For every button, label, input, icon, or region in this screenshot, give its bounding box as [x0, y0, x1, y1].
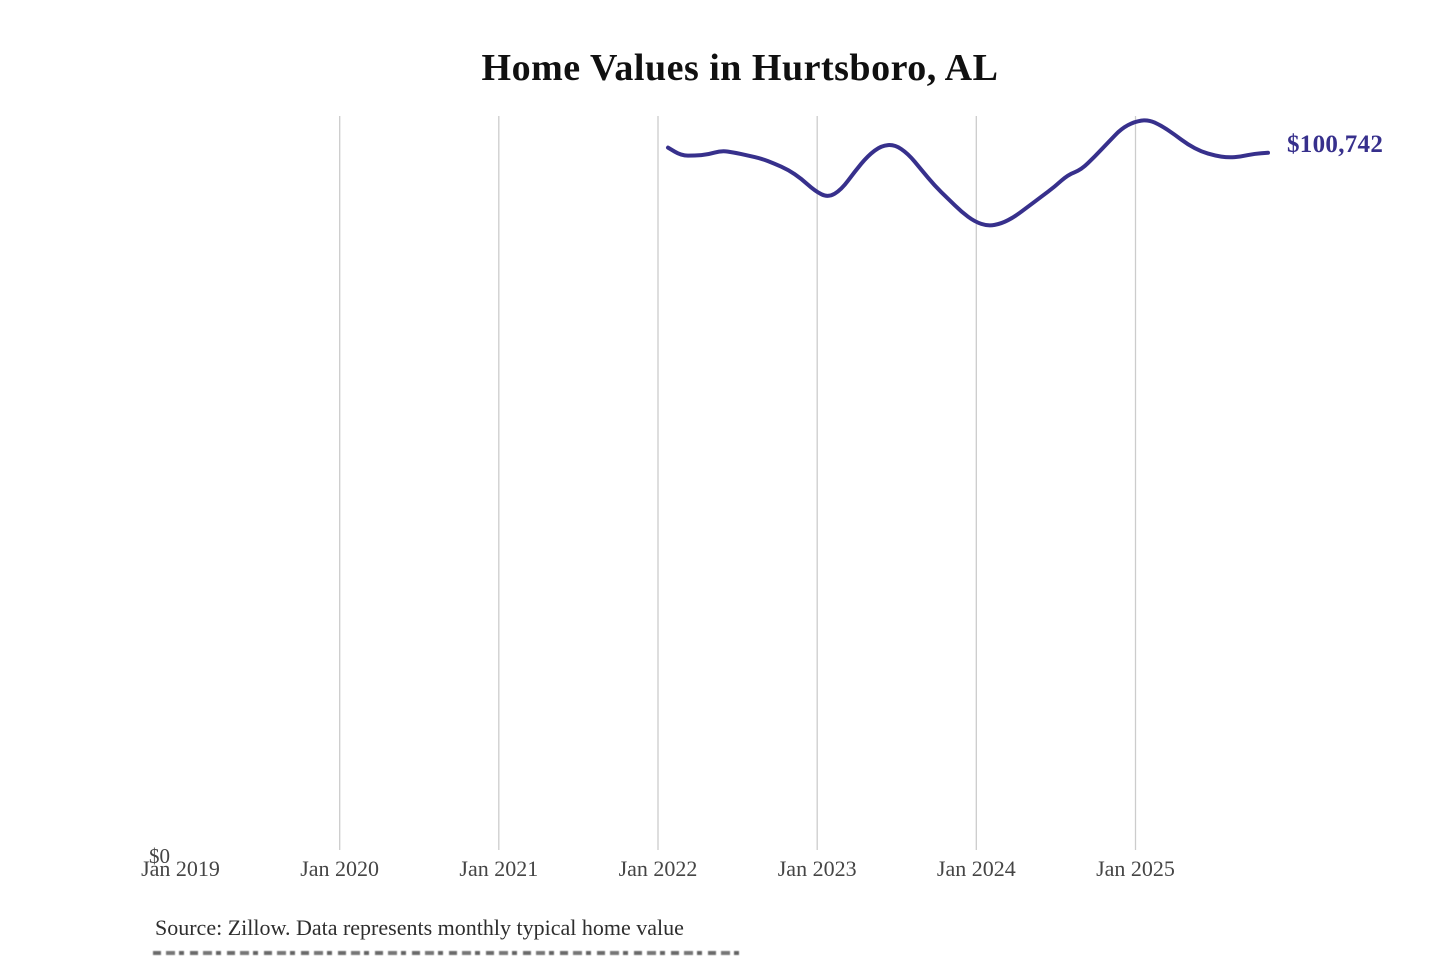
source-attribution: Source: Zillow. Data represents monthly … [155, 915, 684, 940]
latest-value-label: $100,742 [1287, 131, 1384, 158]
x-axis-label: Jan 2021 [459, 856, 539, 881]
x-axis-label: Jan 2023 [777, 856, 857, 881]
x-axis-label: Jan 2022 [618, 856, 698, 881]
chart-title: Home Values in Hurtsboro, AL [481, 47, 999, 89]
home-value-line [666, 118, 1270, 228]
x-axis-label: Jan 2024 [936, 856, 1016, 881]
x-axis-label: Jan 2020 [300, 856, 380, 881]
x-axis-label: Jan 2025 [1096, 856, 1175, 881]
gridline-group [339, 116, 1137, 850]
y-axis-zero-label: $0 [149, 844, 170, 868]
cropped-text-line [153, 951, 745, 960]
x-axis-label: Jan 2019 [141, 856, 220, 881]
